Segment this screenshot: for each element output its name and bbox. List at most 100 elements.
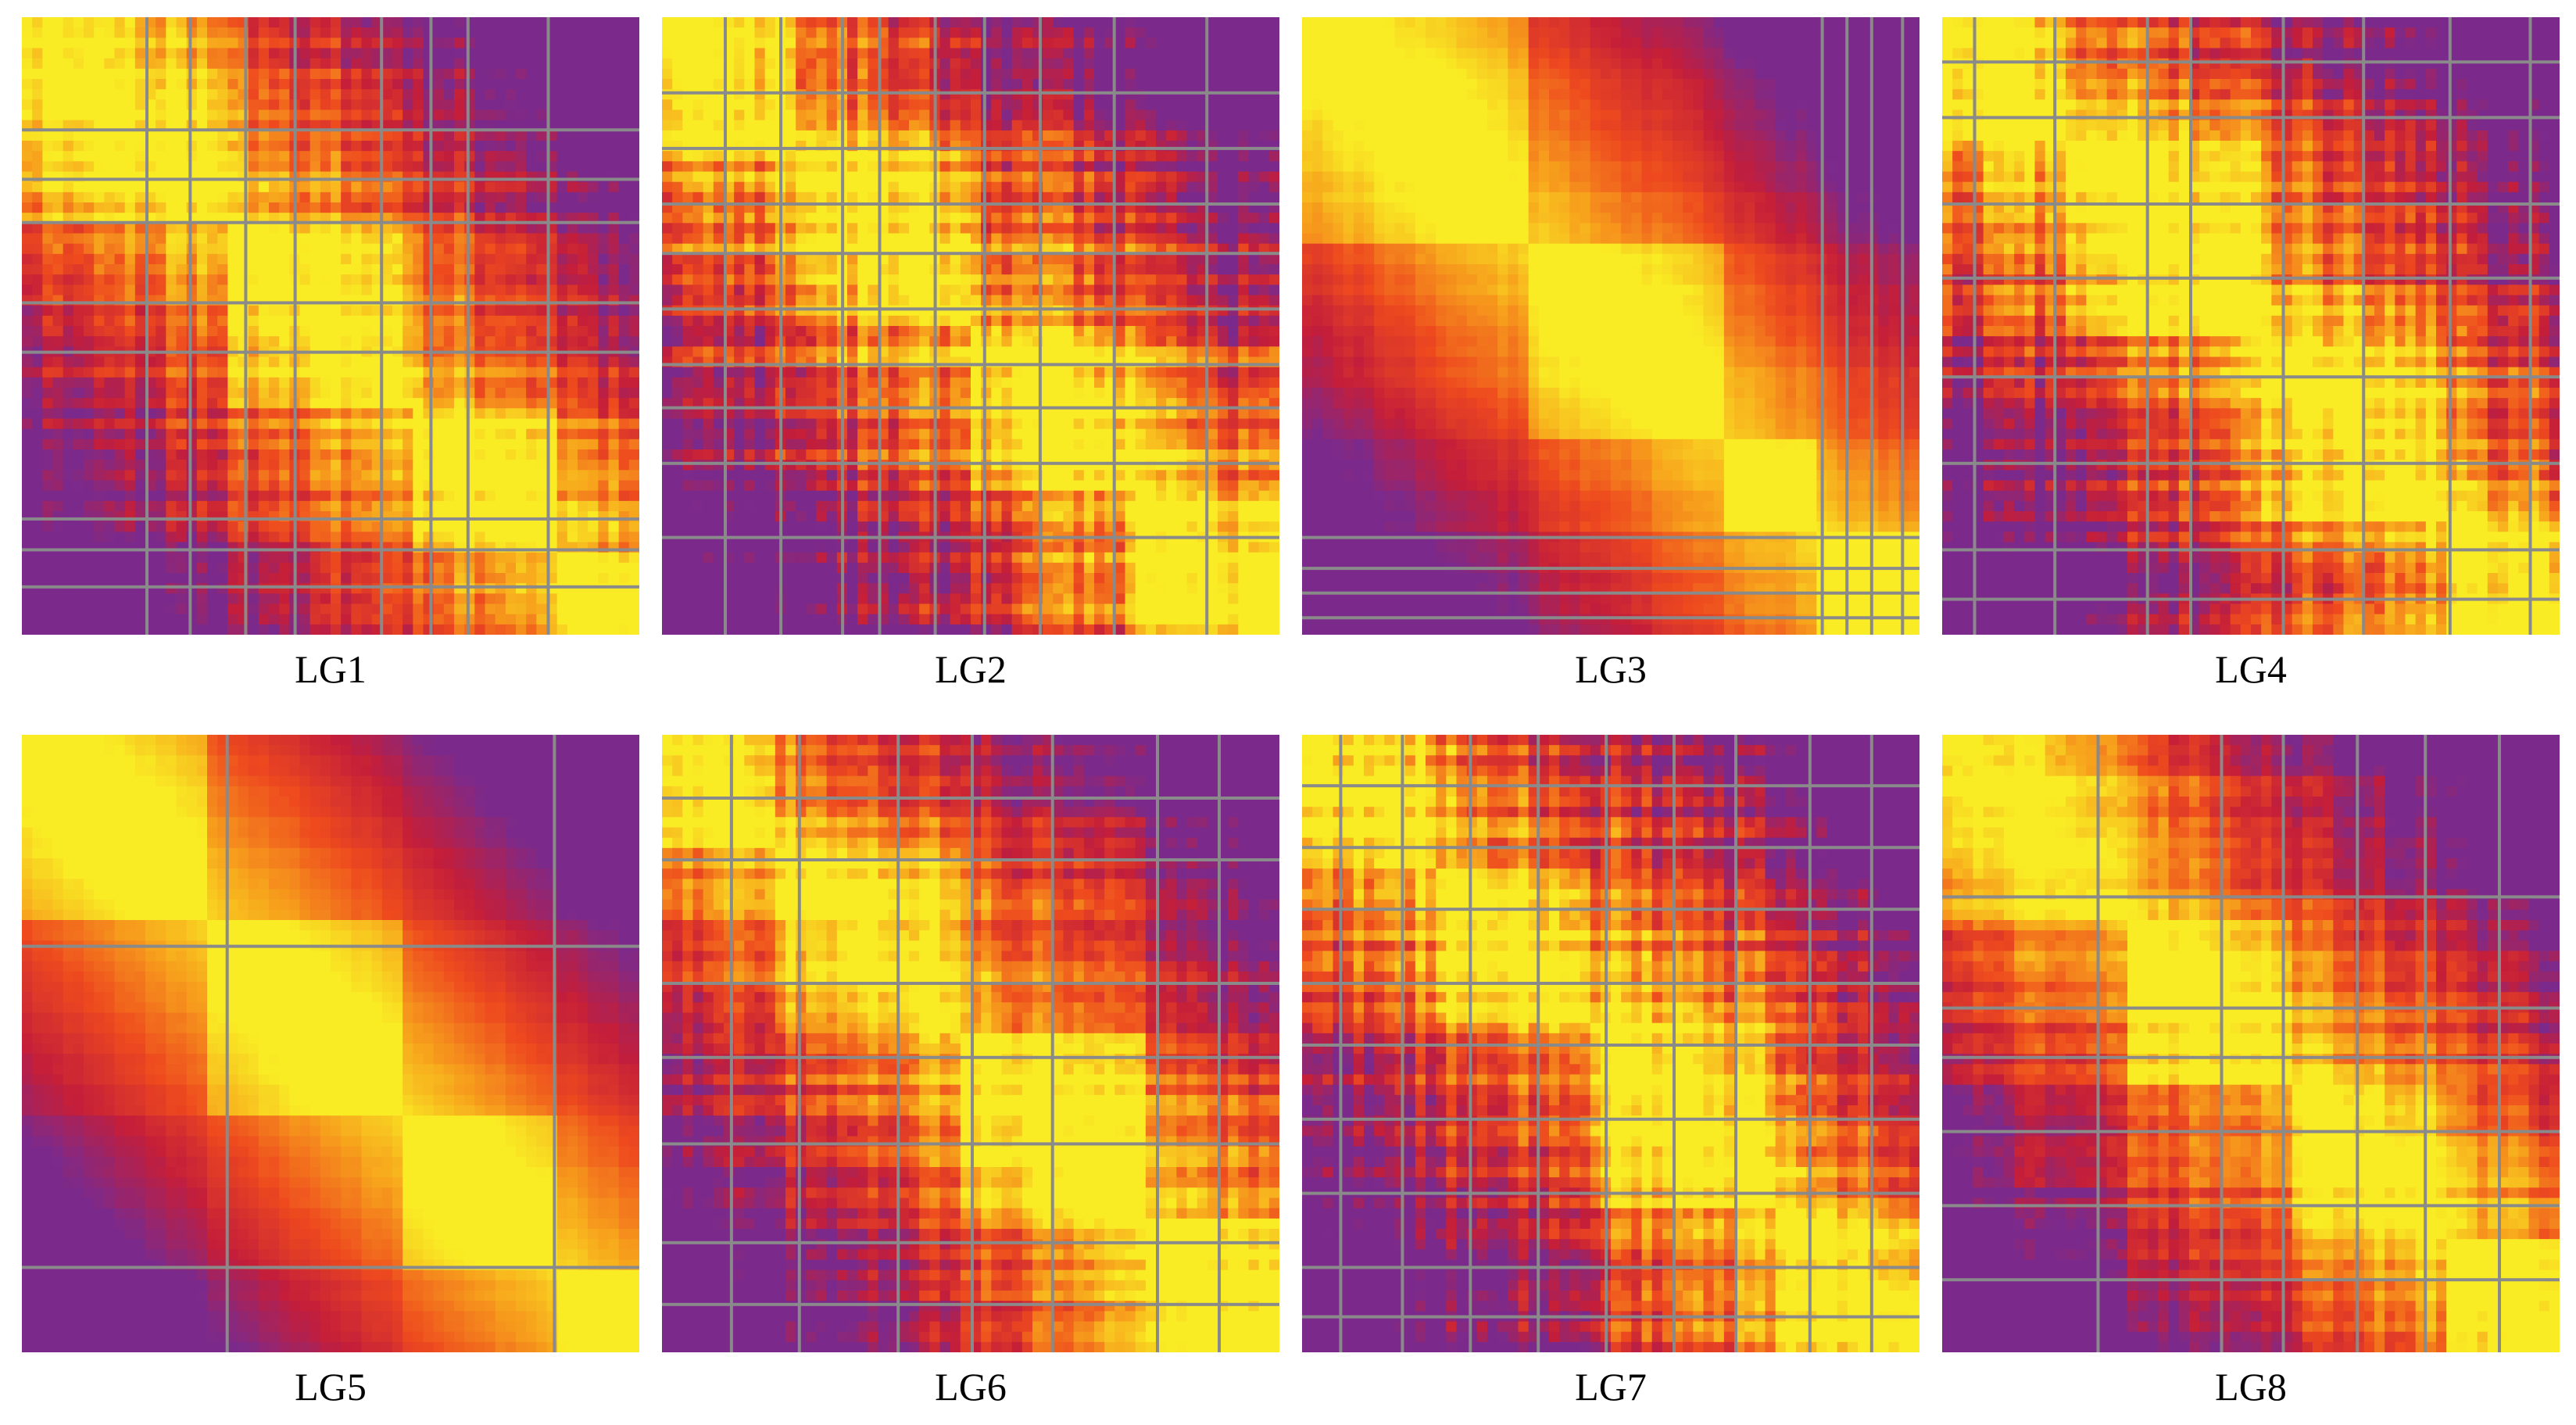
heatmap-cell [1145, 192, 1157, 203]
heatmap-cell [495, 573, 506, 584]
heatmap-cell [361, 17, 373, 28]
heatmap-cell [166, 614, 177, 625]
heatmap-cell [1238, 58, 1250, 70]
heatmap-cell [52, 151, 64, 162]
heatmap-cell [556, 439, 568, 450]
heatmap-cell [1166, 48, 1177, 59]
heatmap-cell [361, 573, 373, 584]
heatmap-cell [413, 17, 424, 28]
heatmap-cell [556, 418, 568, 430]
heatmap-cell [857, 151, 868, 162]
heatmap-cell [166, 532, 177, 543]
heatmap-cell [84, 243, 95, 255]
heatmap-cell [269, 151, 280, 162]
heatmap-cell [628, 552, 639, 564]
heatmap-cell [94, 388, 105, 399]
heatmap-cell [567, 521, 578, 532]
heatmap-cell [608, 274, 620, 285]
heatmap-cell [485, 109, 496, 121]
heatmap-cell [42, 367, 54, 378]
heatmap-cell [22, 264, 33, 275]
heatmap-cell [381, 562, 393, 574]
heatmap-cell [402, 305, 413, 317]
heatmap-cell [1043, 243, 1054, 255]
heatmap-cell [361, 562, 373, 574]
heatmap-cell [1001, 109, 1013, 121]
heatmap-cell [320, 141, 331, 152]
heatmap-cell [857, 58, 868, 70]
heatmap-cell [114, 141, 126, 152]
heatmap-cell [567, 614, 578, 625]
heatmap-cell [156, 408, 166, 420]
heatmap-cell [598, 593, 610, 605]
heatmap-cell [464, 264, 475, 275]
heatmap-cell [598, 583, 610, 594]
heatmap-cell [536, 181, 548, 193]
heatmap-cell [567, 449, 578, 460]
heatmap-cell [371, 130, 383, 141]
heatmap-cell [898, 48, 910, 59]
heatmap-cell [939, 79, 951, 90]
heatmap-cell [454, 614, 465, 625]
heatmap-cell [785, 48, 796, 59]
heatmap-cell [950, 130, 961, 141]
heatmap-cell [84, 428, 95, 440]
heatmap-cell [381, 552, 393, 564]
heatmap-cell [32, 428, 43, 440]
heatmap-cell [672, 109, 683, 121]
heatmap-cell [371, 151, 383, 162]
heatmap-cell [1104, 27, 1115, 38]
heatmap-cell [42, 181, 54, 193]
heatmap-cell [269, 418, 280, 430]
heatmap-cell [156, 79, 166, 90]
heatmap-cell [227, 470, 239, 482]
heatmap-cell [495, 583, 506, 594]
heatmap-cell [734, 27, 745, 38]
heatmap-cell [124, 68, 136, 80]
heatmap-cell [847, 79, 858, 90]
heatmap-cell [309, 48, 321, 59]
heatmap-cell [516, 89, 527, 100]
heatmap-cell [628, 99, 639, 111]
heatmap-cell [1145, 48, 1157, 59]
heatmap-cell [351, 439, 363, 450]
heatmap-cell [1268, 48, 1279, 59]
heatmap-cell [63, 192, 74, 203]
heatmap-cell [526, 418, 537, 430]
heatmap-cell [567, 377, 578, 388]
heatmap-cell [166, 109, 177, 121]
heatmap-cell [464, 449, 475, 460]
heatmap-cell [258, 79, 270, 90]
heatmap-cell [73, 305, 84, 317]
heatmap-cell [63, 521, 74, 532]
heatmap-cell [248, 89, 259, 100]
heatmap-cell [402, 264, 413, 275]
heatmap-cell [94, 130, 105, 141]
heatmap-cell [744, 99, 756, 111]
heatmap-cell [32, 603, 43, 615]
heatmap-cell [1197, 38, 1208, 49]
heatmap-cell [495, 439, 506, 450]
heatmap-cell [73, 274, 84, 285]
heatmap-cell [166, 58, 177, 70]
heatmap-cell [269, 552, 280, 564]
heatmap-cell [1258, 38, 1270, 49]
heatmap-cell [1053, 171, 1064, 183]
heatmap-cell [331, 377, 342, 388]
heatmap-cell [464, 398, 475, 409]
heatmap-cell [42, 17, 54, 28]
heatmap-cell [443, 202, 455, 213]
heatmap-cell [22, 48, 33, 59]
heatmap-cell [392, 583, 403, 594]
heatmap-cell [207, 151, 218, 162]
heatmap-cell [94, 264, 105, 275]
heatmap-cell [166, 573, 177, 584]
heatmap-cell [166, 213, 177, 224]
heatmap-cell [1083, 89, 1095, 100]
heatmap-cell [156, 480, 166, 492]
heatmap-cell [692, 181, 704, 193]
heatmap-cell [1083, 192, 1095, 203]
heatmap-cell [32, 614, 43, 625]
heatmap-cell [1218, 109, 1229, 121]
heatmap-cell [485, 243, 496, 255]
